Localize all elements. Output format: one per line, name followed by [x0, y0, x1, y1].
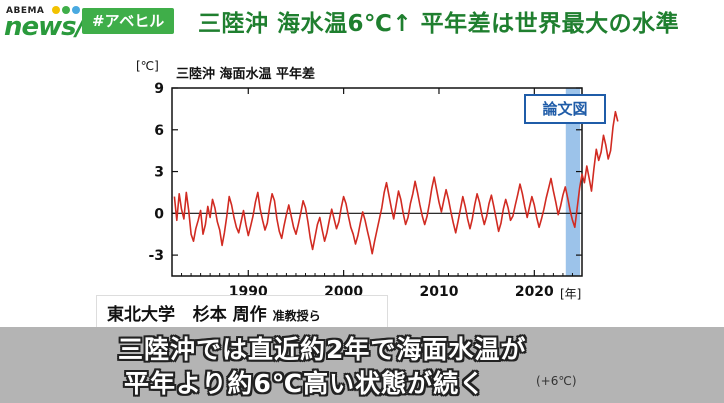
subtitle-line-1: 三陸沖では直近約2年で海面水温が	[118, 335, 527, 364]
recent-period-highlight	[565, 88, 581, 276]
subtitle-line-2: 平年より約6℃高い状態が続く	[124, 369, 486, 398]
y-tick-label: 0	[154, 206, 164, 222]
x-tick-label: 2020	[515, 284, 554, 300]
plot-frame	[171, 87, 583, 277]
header-bar: ABEMA news/ #アベヒル 三陸沖 海水温6℃↑ 平年差は世界最大の水準	[0, 0, 724, 44]
logo-dot-icon	[52, 6, 60, 14]
x-axis-unit-label: [年]	[560, 287, 581, 301]
headline: 三陸沖 海水温6℃↑ 平年差は世界最大の水準	[198, 11, 680, 37]
chart-title: 三陸沖 海面水温 平年差	[176, 66, 315, 82]
credit-text: 東北大学 杉本 周作 准教授ら	[107, 300, 321, 325]
logo-news-text: news/	[4, 12, 85, 42]
logo-dot-icon	[72, 6, 80, 14]
credit-org: 東北大学	[107, 305, 175, 325]
abema-news-logo[interactable]: ABEMA news/	[2, 2, 85, 42]
y-tick-label: 3	[154, 165, 164, 181]
sst-anomaly-line	[173, 110, 619, 255]
x-tick-label: 2010	[419, 284, 458, 300]
credit-name: 杉本 周作	[192, 305, 267, 325]
plot-background	[172, 88, 582, 276]
y-tick-label: 9	[154, 81, 164, 97]
logo-dot-icon	[62, 6, 70, 14]
chart-area: -3 0 3 6 9 1990 2000 2010 2020 三陸沖 海面水温 平年差 [℃] …	[0, 44, 724, 304]
credit-bar: 東北大学 杉本 周作 准教授ら	[96, 295, 388, 329]
y-tick-label: -3	[148, 248, 164, 264]
subtitle-aside: (+6℃)	[536, 374, 577, 388]
paper-figure-badge: 論文図	[524, 94, 606, 124]
program-tag[interactable]: #アベヒル	[82, 8, 175, 34]
y-axis-unit-label: [℃]	[136, 59, 159, 73]
y-tick-label: 6	[154, 123, 164, 139]
credit-role: 准教授ら	[272, 309, 321, 323]
logo-abema-text: ABEMA	[6, 6, 45, 16]
subtitle-background	[0, 327, 724, 403]
